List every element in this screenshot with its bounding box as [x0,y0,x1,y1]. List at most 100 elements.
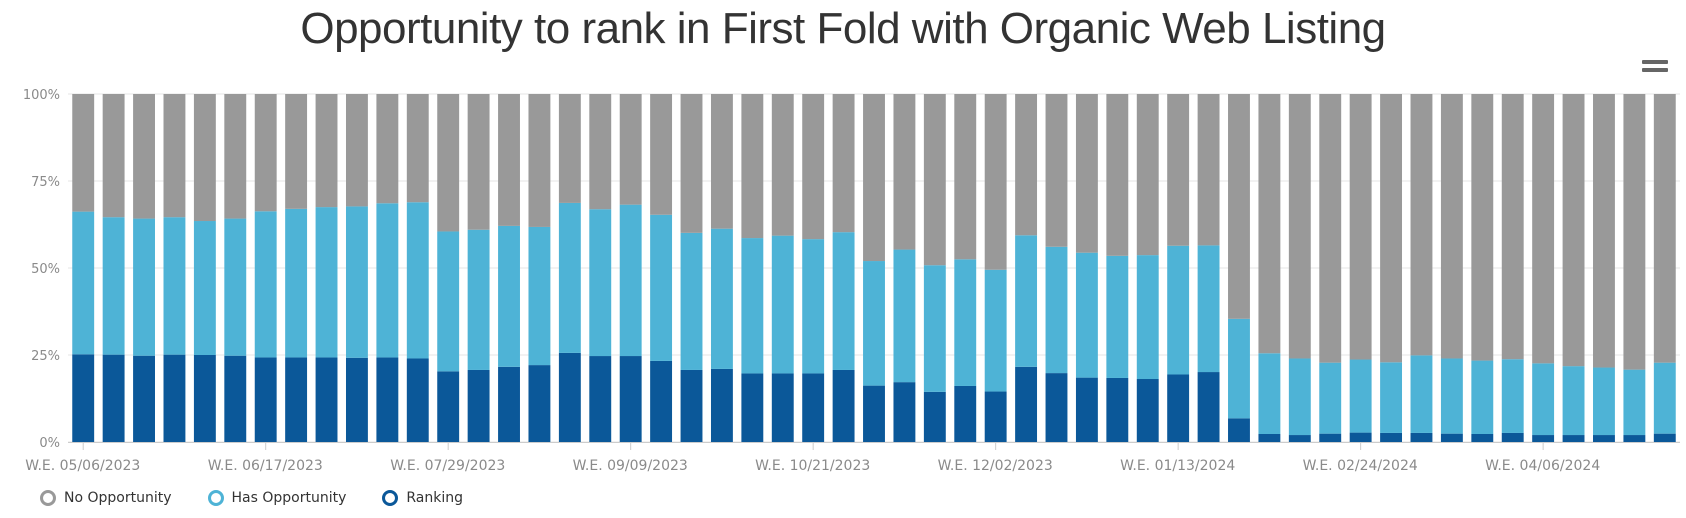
bar-has-opportunity[interactable] [163,217,186,355]
bar-no-opportunity[interactable] [984,94,1007,270]
bar-ranking[interactable] [558,352,581,442]
bar-ranking[interactable] [345,357,368,442]
bar-ranking[interactable] [254,357,277,442]
bar-ranking[interactable] [650,360,673,442]
bar-no-opportunity[interactable] [1440,94,1463,359]
bar-has-opportunity[interactable] [437,231,460,372]
bar-ranking[interactable] [1258,434,1281,442]
bar-has-opportunity[interactable] [741,238,764,374]
bar-has-opportunity[interactable] [1319,362,1342,434]
bar-has-opportunity[interactable] [1593,367,1615,436]
bar-has-opportunity[interactable] [1440,358,1463,434]
bar-has-opportunity[interactable] [1410,355,1433,433]
bar-has-opportunity[interactable] [1075,252,1098,378]
bar-has-opportunity[interactable] [1532,363,1555,436]
bar-has-opportunity[interactable] [1015,235,1038,367]
bar-ranking[interactable] [133,355,155,442]
bar-no-opportunity[interactable] [1288,94,1311,359]
bar-ranking[interactable] [193,355,216,442]
bar-ranking[interactable] [1106,377,1129,442]
bar-ranking[interactable] [163,354,186,442]
bar-ranking[interactable] [832,369,855,442]
bar-ranking[interactable] [1349,432,1372,442]
bar-no-opportunity[interactable] [1319,94,1342,363]
bar-has-opportunity[interactable] [406,202,429,359]
bar-no-opportunity[interactable] [315,94,338,208]
bar-ranking[interactable] [589,356,612,442]
bar-ranking[interactable] [102,354,125,442]
bar-no-opportunity[interactable] [163,94,186,218]
bar-has-opportunity[interactable] [589,209,612,357]
bar-has-opportunity[interactable] [498,225,520,367]
bar-no-opportunity[interactable] [376,94,399,204]
bar-has-opportunity[interactable] [923,265,946,392]
bar-no-opportunity[interactable] [467,94,490,230]
bar-has-opportunity[interactable] [133,218,155,356]
bar-ranking[interactable] [619,356,642,442]
bar-ranking[interactable] [1380,432,1403,442]
bar-has-opportunity[interactable] [376,203,399,358]
bar-has-opportunity[interactable] [254,211,277,358]
bar-no-opportunity[interactable] [1410,94,1433,356]
bar-has-opportunity[interactable] [893,249,916,383]
bar-ranking[interactable] [1136,379,1159,442]
bar-no-opportunity[interactable] [863,94,885,262]
bar-ranking[interactable] [498,366,520,442]
bar-ranking[interactable] [1015,366,1038,442]
bar-no-opportunity[interactable] [1471,94,1494,361]
bar-no-opportunity[interactable] [1258,94,1281,354]
bar-has-opportunity[interactable] [771,235,794,374]
bar-ranking[interactable] [1471,434,1494,442]
bar-ranking[interactable] [680,369,703,442]
bar-ranking[interactable] [893,382,916,442]
bar-ranking[interactable] [1288,435,1311,442]
bar-has-opportunity[interactable] [954,259,977,386]
bar-no-opportunity[interactable] [1075,94,1098,253]
bar-has-opportunity[interactable] [1197,245,1220,373]
bar-ranking[interactable] [72,354,95,442]
bar-no-opportunity[interactable] [1167,94,1190,246]
bar-ranking[interactable] [315,357,338,442]
bar-has-opportunity[interactable] [1501,359,1524,433]
bar-ranking[interactable] [467,369,490,442]
bar-no-opportunity[interactable] [1380,94,1403,363]
bar-has-opportunity[interactable] [1380,362,1403,433]
bar-no-opportunity[interactable] [193,94,216,222]
legend-item-no-opportunity[interactable]: No Opportunity [40,490,172,506]
bar-no-opportunity[interactable] [771,94,794,236]
bar-ranking[interactable] [923,391,946,442]
bar-no-opportunity[interactable] [102,94,125,218]
bar-has-opportunity[interactable] [558,202,581,353]
bar-no-opportunity[interactable] [1532,94,1555,364]
bar-ranking[interactable] [1501,432,1524,442]
bar-no-opportunity[interactable] [1501,94,1524,360]
bar-no-opportunity[interactable] [710,94,733,229]
bar-no-opportunity[interactable] [954,94,977,260]
bar-no-opportunity[interactable] [437,94,460,232]
bar-no-opportunity[interactable] [528,94,551,227]
bar-no-opportunity[interactable] [1593,94,1615,368]
bar-no-opportunity[interactable] [1197,94,1220,246]
bar-has-opportunity[interactable] [1471,360,1494,434]
bar-ranking[interactable] [1319,433,1342,442]
bar-ranking[interactable] [1532,435,1555,442]
bar-ranking[interactable] [984,391,1007,442]
bar-no-opportunity[interactable] [680,94,703,233]
legend-item-has-opportunity[interactable]: Has Opportunity [207,490,346,506]
bar-ranking[interactable] [1410,432,1433,442]
bar-no-opportunity[interactable] [741,94,764,239]
bar-has-opportunity[interactable] [710,228,733,369]
bar-has-opportunity[interactable] [984,269,1007,392]
bar-has-opportunity[interactable] [1228,318,1250,419]
bar-has-opportunity[interactable] [1106,255,1129,378]
legend-item-ranking[interactable]: Ranking [382,490,463,506]
bar-has-opportunity[interactable] [650,214,673,361]
bar-has-opportunity[interactable] [72,211,95,355]
bar-has-opportunity[interactable] [1349,359,1372,433]
bar-ranking[interactable] [224,355,247,442]
bar-ranking[interactable] [771,373,794,442]
bar-ranking[interactable] [1562,435,1585,442]
bar-has-opportunity[interactable] [1653,362,1676,434]
bar-ranking[interactable] [741,373,764,442]
bar-no-opportunity[interactable] [1045,94,1068,247]
